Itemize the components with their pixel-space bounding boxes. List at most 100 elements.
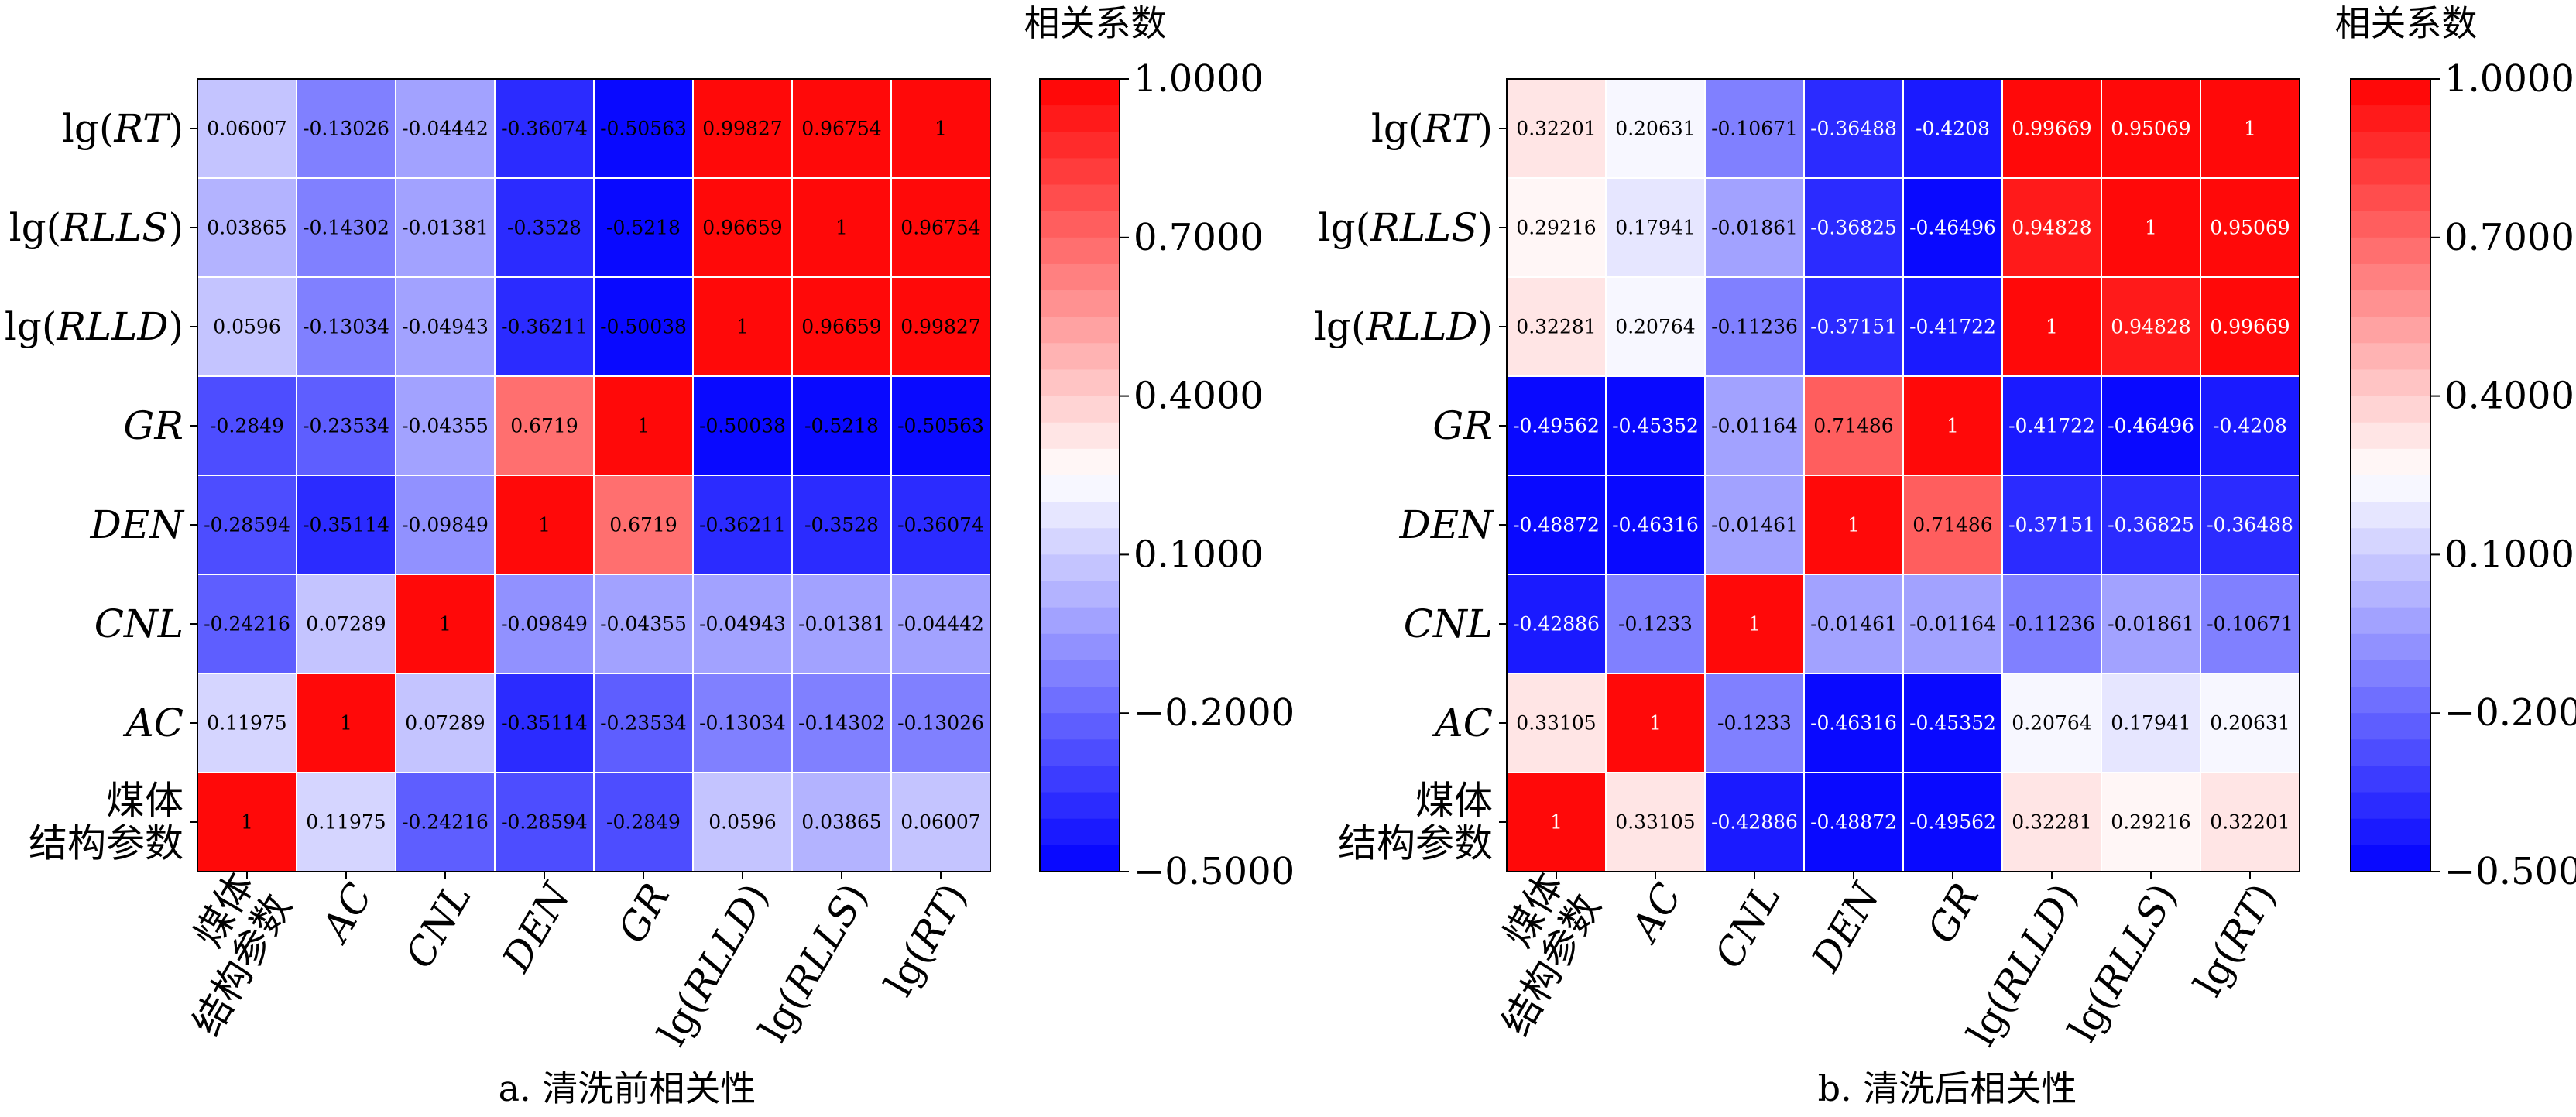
heatmap-cell bbox=[197, 375, 297, 476]
cell-value-label: -0.45352 bbox=[1909, 712, 1996, 735]
colorbar-segment bbox=[1040, 475, 1120, 502]
cell-value-label: 0.20764 bbox=[2012, 712, 2091, 735]
caption-a: a. 清洗前相关性 bbox=[498, 1067, 756, 1109]
cell-value-label: 1 bbox=[2145, 217, 2157, 239]
cell-value-label: 1 bbox=[2046, 316, 2058, 338]
heatmap-cell bbox=[1902, 276, 2003, 377]
cell-value-label: 1 bbox=[736, 316, 749, 338]
heatmap-cell bbox=[692, 574, 793, 674]
row-label: GR bbox=[123, 403, 184, 448]
cell-value-label: 0.95069 bbox=[2111, 118, 2190, 140]
cell-value-label: -0.50038 bbox=[699, 415, 786, 437]
cell-value-label: -0.5218 bbox=[606, 217, 681, 239]
colorbar-segment bbox=[1040, 713, 1120, 740]
column-label: GR bbox=[1919, 876, 1988, 951]
colorbar-tick-label: 0.4000 bbox=[2444, 375, 2574, 418]
heatmap-cell bbox=[1803, 475, 1904, 575]
colorbar-title: 相关系数 bbox=[2335, 2, 2478, 44]
colorbar-segment bbox=[2351, 105, 2430, 132]
cell-value-label: 1 bbox=[637, 415, 650, 437]
colorbar-tick-label: −0.5000 bbox=[1134, 850, 1295, 893]
heatmap-cell bbox=[1902, 177, 2003, 278]
heatmap-cell bbox=[395, 276, 496, 377]
heatmap-cell bbox=[2001, 475, 2102, 575]
cell-value-label: -0.14302 bbox=[303, 217, 389, 239]
colorbar-tick-label: 1.0000 bbox=[2444, 57, 2574, 101]
heatmap-cell bbox=[1605, 574, 1706, 674]
colorbar-segment bbox=[1040, 369, 1120, 397]
colorbar-segment bbox=[2351, 554, 2430, 582]
colorbar-segment bbox=[2351, 158, 2430, 186]
colorbar-segment bbox=[1040, 633, 1120, 661]
colorbar-segment bbox=[1040, 845, 1120, 872]
heatmap-cell bbox=[1704, 276, 1805, 377]
cell-value-label: -0.50038 bbox=[600, 316, 687, 338]
colorbar-segment bbox=[2351, 528, 2430, 555]
heatmap-cell bbox=[2101, 177, 2201, 278]
cell-value-label: -0.01164 bbox=[1711, 415, 1798, 437]
cell-value-label: 1 bbox=[1847, 514, 1860, 536]
colorbar-segment bbox=[1040, 290, 1120, 317]
heatmap-cell bbox=[1803, 772, 1904, 872]
cell-value-label: 1 bbox=[1550, 811, 1562, 834]
colorbar-frame bbox=[1039, 78, 1120, 872]
cell-value-label: -0.04943 bbox=[699, 613, 786, 636]
cell-value-label: -0.46496 bbox=[1909, 217, 1996, 239]
cell-value-label: -0.49562 bbox=[1909, 811, 1996, 834]
heatmap-cell bbox=[494, 276, 595, 377]
colorbar-tick-label: −0.2000 bbox=[2444, 691, 2576, 735]
cell-value-label: 0.07289 bbox=[306, 613, 386, 636]
cell-value-label: -0.24216 bbox=[204, 613, 290, 636]
cell-value-label: -0.3528 bbox=[804, 514, 879, 536]
row-label: DEN bbox=[1399, 502, 1495, 547]
cell-value-label: 0.33105 bbox=[1516, 712, 1596, 735]
row-label: DEN bbox=[90, 502, 186, 547]
row-label: lg(RLLS) bbox=[1319, 205, 1493, 250]
row-label: 煤体结构参数 bbox=[1338, 779, 1493, 866]
cell-value-label: 0.96659 bbox=[702, 217, 782, 239]
cell-value-label: -0.10671 bbox=[2207, 613, 2293, 636]
heatmap-cell bbox=[593, 375, 694, 476]
heatmap-cell bbox=[2101, 475, 2201, 575]
colorbar-segment bbox=[1040, 739, 1120, 767]
cell-value-label: -0.46316 bbox=[1810, 712, 1897, 735]
heatmap-cell bbox=[1506, 375, 1607, 476]
heatmap-cell bbox=[1902, 772, 2003, 872]
cell-value-label: -0.36825 bbox=[1810, 217, 1897, 239]
column-label: AC bbox=[1621, 876, 1690, 951]
cell-value-label: -0.04442 bbox=[402, 118, 489, 140]
heatmap-cell bbox=[692, 276, 793, 377]
cell-value-label: -0.50563 bbox=[897, 415, 984, 437]
heatmap-cell bbox=[791, 375, 892, 476]
cell-value-label: 0.99827 bbox=[702, 118, 782, 140]
colorbar-segment bbox=[1040, 105, 1120, 132]
heatmap-cell bbox=[890, 673, 991, 773]
row-label: GR bbox=[1432, 403, 1493, 448]
colorbar-segment bbox=[1040, 396, 1120, 423]
cell-value-label: -0.36211 bbox=[501, 316, 588, 338]
cell-value-label: -0.36825 bbox=[2108, 514, 2194, 536]
heatmap-cell bbox=[395, 772, 496, 872]
colorbar-segment bbox=[2351, 343, 2430, 371]
cell-value-label: 1 bbox=[241, 811, 253, 834]
heatmap-cell bbox=[395, 574, 496, 674]
cell-value-label: -0.23534 bbox=[303, 415, 389, 437]
heatmap-cell bbox=[692, 177, 793, 278]
colorbar-segment bbox=[1040, 660, 1120, 687]
colorbar-segment bbox=[2351, 475, 2430, 502]
column-label: lg(RT) bbox=[2185, 876, 2285, 1004]
cell-value-label: -0.04355 bbox=[402, 415, 489, 437]
cell-value-label: -0.48872 bbox=[1810, 811, 1897, 834]
heatmap-cell bbox=[2001, 673, 2102, 773]
caption-b: b. 清洗后相关性 bbox=[1817, 1067, 2077, 1109]
heatmap-cell bbox=[2001, 375, 2102, 476]
cell-value-label: -0.2849 bbox=[210, 415, 284, 437]
cell-value-label: -0.35114 bbox=[303, 514, 389, 536]
colorbar-segment bbox=[2351, 448, 2430, 476]
heatmap-cell bbox=[890, 78, 991, 179]
cell-value-label: -0.04442 bbox=[897, 613, 984, 636]
colorbar-segment bbox=[1040, 528, 1120, 555]
cell-value-label: -0.36074 bbox=[501, 118, 588, 140]
cell-value-label: 0.33105 bbox=[1615, 811, 1695, 834]
cell-value-label: -0.50563 bbox=[600, 118, 687, 140]
